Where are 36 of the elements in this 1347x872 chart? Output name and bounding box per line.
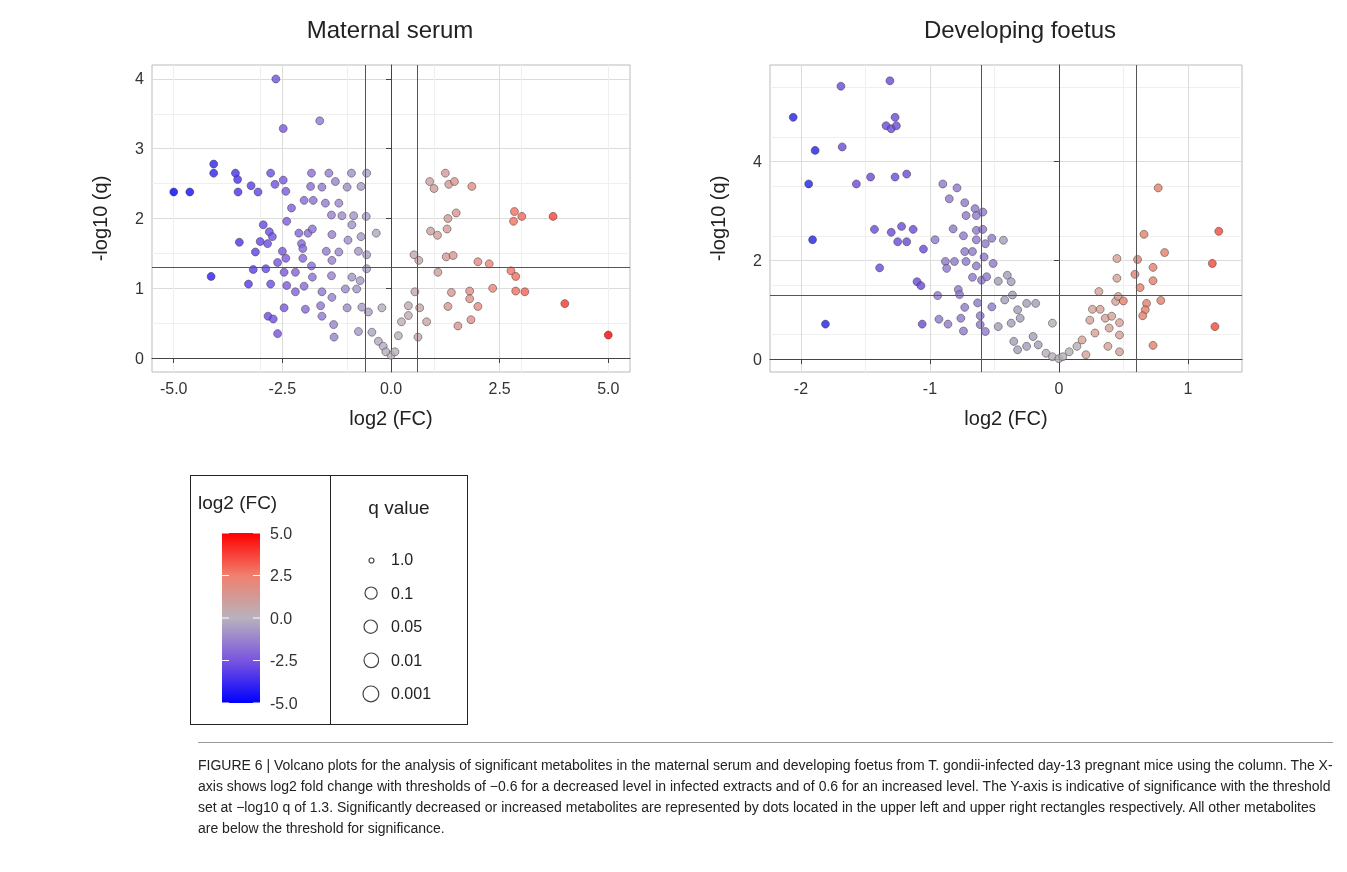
text: 0.05: [391, 617, 423, 637]
text: 0.01: [391, 650, 423, 671]
y-tick-label: 4: [135, 70, 145, 88]
y-tick-label: 2: [753, 251, 763, 269]
chart-title: Developing foetus: [923, 15, 1117, 43]
y-tick-label: 0: [753, 350, 763, 368]
x-tick-label: 2.5: [488, 379, 511, 397]
color-bar-label: 2.5: [270, 567, 293, 584]
color-bar-label: 0.0: [270, 609, 293, 627]
x-tick-label: 0: [1054, 379, 1064, 397]
y-tick-label: 4: [753, 153, 763, 171]
text: 0.1: [391, 583, 414, 604]
y-tick-label: 3: [135, 140, 145, 158]
color-bar-label: -2.5: [270, 652, 298, 669]
y-tick-label: 2: [135, 210, 145, 227]
x-tick-label: 1: [1183, 379, 1193, 397]
y-tick-label: 0: [135, 349, 145, 367]
x-tick-label: -5.0: [159, 379, 188, 397]
x-tick-label: 0.0: [379, 379, 403, 397]
x-axis-title: log2 (FC): [349, 407, 433, 429]
legend-title: q value: [367, 497, 431, 519]
text: 1.0: [391, 550, 414, 570]
x-tick-label: -2.5: [268, 379, 297, 397]
caption: FIGURE 6 | Volcano plots for the analysis of significant metabolites in the maternal serum and developing foetus from T. gondii-infected day-13 pregnant mice using the column. The X-axis shows log2 fold change with thresholds of −0.6 for a decreased level in infected extracts and of 0.6 for an increased level. The Y-axis is indicative of significance with the threshold set at −log10 q of 1.3. Significantly decreased or increased metabolites are represented by dots located in the upper left and upper right rectangles respectively. All other metabolites are below the threshold for significance.: [198, 742, 1333, 839]
x-tick-label: -2: [793, 379, 809, 397]
text: 0.001: [391, 684, 432, 704]
color-bar-label: 5.0: [270, 524, 293, 542]
color-bar-title: log2 (FC): [198, 492, 278, 513]
chart-title: Maternal serum: [306, 15, 474, 43]
y-axis-title: -log10 (q): [707, 175, 729, 262]
x-axis-title: log2 (FC): [964, 407, 1048, 429]
y-axis-title: -log10 (q): [89, 175, 111, 262]
y-tick-label: 1: [135, 279, 145, 297]
x-tick-label: -1: [922, 379, 938, 397]
x-tick-label: 5.0: [597, 379, 620, 397]
color-bar-label: -5.0: [270, 694, 298, 712]
